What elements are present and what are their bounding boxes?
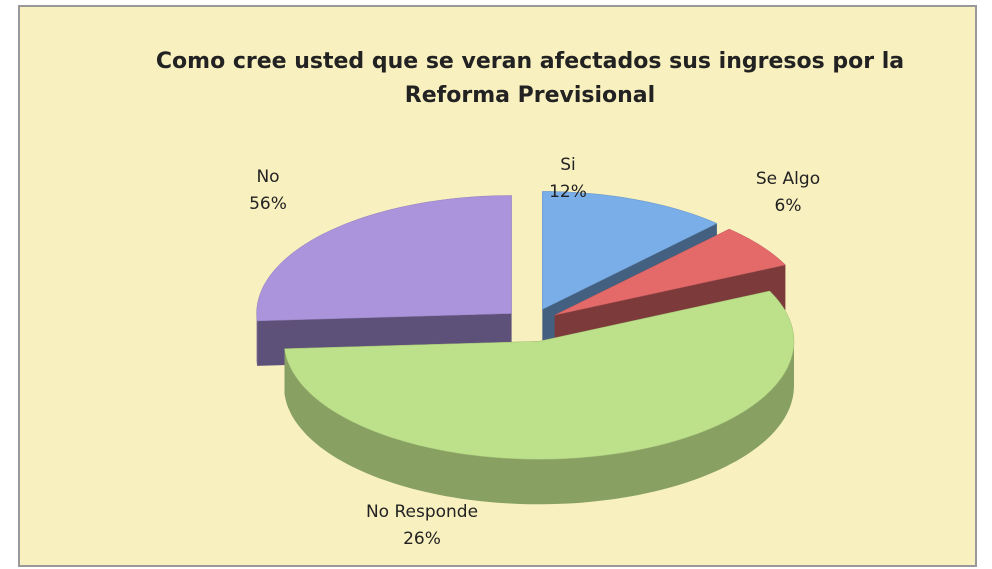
data-label-value: 6%: [775, 196, 802, 216]
data-label-value: 26%: [403, 529, 441, 549]
data-label-name: Se Algo: [756, 169, 820, 189]
slice-side: [256, 313, 258, 366]
slice: [284, 290, 795, 505]
data-label-name: No: [256, 167, 279, 187]
slice-side: [284, 341, 794, 505]
slice-top: [284, 290, 795, 460]
data-label-name: Si: [560, 155, 576, 175]
data-label-value: 12%: [549, 182, 587, 202]
chart-area: Si 12% Se Algo 6% No 56% No Responde 26% Como c…: [18, 5, 977, 567]
chart-title: Como cree usted que se veran afectados s…: [155, 49, 905, 108]
slice-top: [256, 195, 512, 322]
slice: [256, 195, 512, 366]
slice-top: [542, 191, 718, 310]
data-label-name: No Responde: [366, 502, 478, 522]
slice-top: [554, 228, 786, 316]
chart: Si 12% Se Algo 6% No 56% No Responde 26%: [249, 155, 820, 549]
data-label-value: 56%: [249, 194, 287, 214]
